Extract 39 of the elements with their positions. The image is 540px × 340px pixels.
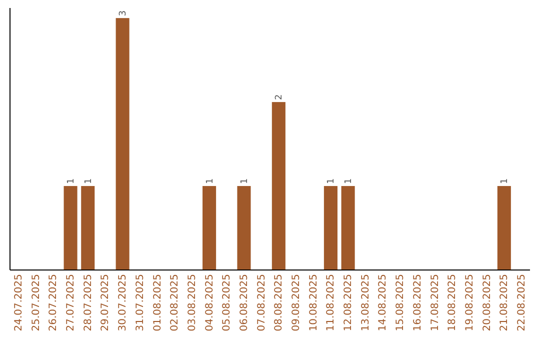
x-tick-label: 26.07.2025 bbox=[48, 274, 60, 332]
x-tick-label: 18.08.2025 bbox=[447, 274, 458, 332]
data-label: 1 bbox=[66, 178, 77, 184]
x-tick-label: 13.08.2025 bbox=[360, 274, 372, 332]
x-tick-label: 07.08.2025 bbox=[256, 274, 268, 332]
x-tick-label: 11.08.2025 bbox=[326, 274, 337, 332]
x-tick-label: 20.08.2025 bbox=[482, 274, 493, 332]
x-tick-label: 21.08.2025 bbox=[499, 274, 510, 332]
x-tick-label: 09.08.2025 bbox=[291, 274, 302, 332]
data-label: 1 bbox=[240, 178, 250, 184]
x-tick-label: 16.08.2025 bbox=[412, 274, 424, 332]
data-label: 1 bbox=[326, 178, 337, 184]
x-tick-label: 14.08.2025 bbox=[378, 274, 389, 332]
x-tick-label: 29.07.2025 bbox=[100, 274, 112, 332]
data-label: 1 bbox=[84, 178, 94, 184]
x-tick-label: 06.08.2025 bbox=[238, 274, 250, 332]
x-tick-label: 22.08.2025 bbox=[516, 274, 528, 332]
data-label: 2 bbox=[274, 94, 285, 100]
x-tick-label: 24.07.2025 bbox=[14, 274, 24, 332]
x-tick-label: 10.08.2025 bbox=[308, 274, 320, 332]
data-label: 1 bbox=[205, 178, 216, 184]
x-tick-label: 19.08.2025 bbox=[464, 274, 476, 332]
x-tick-label: 27.07.2025 bbox=[66, 274, 77, 332]
x-tick-label: 28.07.2025 bbox=[82, 274, 94, 332]
data-label: 1 bbox=[344, 178, 354, 184]
x-tick-label: 05.08.2025 bbox=[222, 274, 233, 332]
x-tick-label: 04.08.2025 bbox=[204, 274, 216, 332]
x-tick-label: 25.07.2025 bbox=[30, 274, 42, 332]
x-tick-label: 12.08.2025 bbox=[343, 274, 354, 332]
x-tick-label: 03.08.2025 bbox=[186, 274, 198, 332]
data-label: 1 bbox=[500, 178, 510, 184]
x-tick-label: 01.08.2025 bbox=[152, 274, 164, 332]
x-tick-label: 02.08.2025 bbox=[170, 274, 181, 332]
x-tick-label: 08.08.2025 bbox=[274, 274, 285, 332]
x-tick-label: 17.08.2025 bbox=[430, 274, 441, 332]
x-tick-label: 15.08.2025 bbox=[395, 274, 406, 332]
x-tick-label: 31.07.2025 bbox=[134, 274, 146, 332]
data-label: 3 bbox=[118, 10, 129, 16]
x-tick-label: 30.07.2025 bbox=[118, 274, 129, 332]
